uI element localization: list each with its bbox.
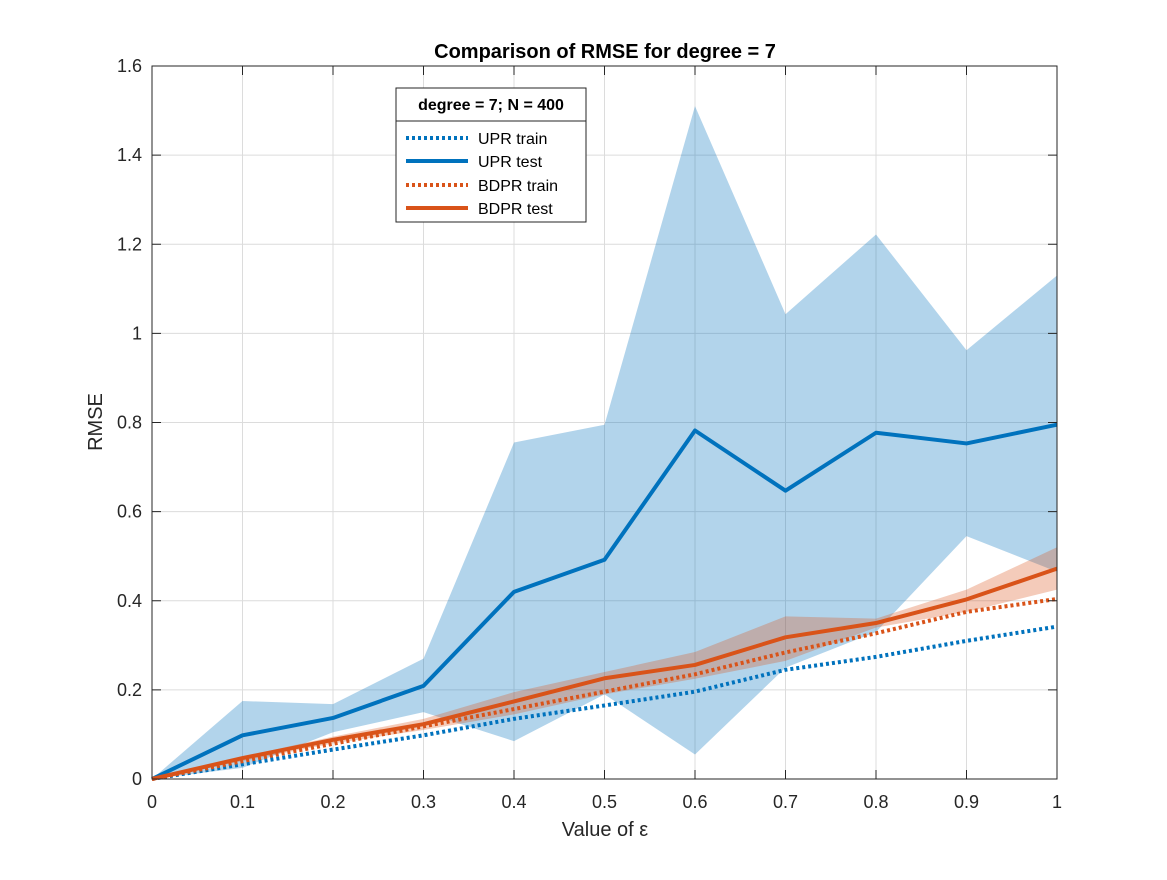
y-tick-label: 0.4 <box>117 591 142 611</box>
x-tick-label: 0.6 <box>682 792 707 812</box>
legend-label-upr-test: UPR test <box>478 154 543 171</box>
legend-label-upr-train: UPR train <box>478 131 547 148</box>
y-axis-label: RMSE <box>85 393 107 451</box>
x-tick-label: 0 <box>147 792 157 812</box>
series-line-upr-train <box>151 624 1058 781</box>
chart-title: Comparison of RMSE for degree = 7 <box>434 41 776 63</box>
y-tick-label: 1.2 <box>117 234 142 254</box>
series-lines <box>151 422 1058 781</box>
x-tick-label: 0.4 <box>501 792 526 812</box>
y-tick-label: 0.2 <box>117 680 142 700</box>
x-tick-label: 1 <box>1052 792 1062 812</box>
y-tick-label: 0.6 <box>117 502 142 522</box>
y-tick-label: 0 <box>132 769 142 789</box>
series-line-bdpr-train <box>151 596 1058 781</box>
y-tick-label: 1 <box>132 323 142 343</box>
x-tick-label: 0.3 <box>411 792 436 812</box>
x-tick-label: 0.7 <box>773 792 798 812</box>
legend-entries: UPR train UPR test BDPR train BDPR test <box>406 131 558 218</box>
series-line-bdpr-test <box>151 566 1058 781</box>
x-axis-label: Value of ε <box>562 819 648 841</box>
confidence-bands <box>152 106 1057 779</box>
series-line-upr-test <box>151 422 1058 781</box>
tick-labels: 0 0.1 0.2 0.3 0.4 0.5 0.6 0.7 0.8 0.9 1 0 0.2 0.4 0.6 0… <box>117 56 1062 812</box>
legend-label-bdpr-train: BDPR train <box>478 178 558 195</box>
x-tick-label: 0.9 <box>954 792 979 812</box>
legend-title: degree = 7; N = 400 <box>418 97 564 114</box>
x-tick-label: 0.1 <box>230 792 255 812</box>
y-tick-label: 1.4 <box>117 145 142 165</box>
x-tick-label: 0.5 <box>592 792 617 812</box>
y-tick-label: 1.6 <box>117 56 142 76</box>
legend-box <box>395 87 587 223</box>
x-tick-label: 0.8 <box>863 792 888 812</box>
x-tick-label: 0.2 <box>320 792 345 812</box>
axes <box>151 65 1058 780</box>
y-tick-label: 0.8 <box>117 413 142 433</box>
confidence-band-upr <box>152 106 1057 779</box>
legend: degree = 7; N = 400 UPR train UPR test BDP… <box>395 87 587 223</box>
legend-label-bdpr-test: BDPR test <box>478 201 553 218</box>
